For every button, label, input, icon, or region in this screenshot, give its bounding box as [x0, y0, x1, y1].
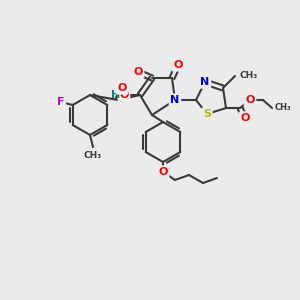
Text: CH₃: CH₃	[84, 151, 102, 160]
Text: O: O	[245, 95, 255, 105]
Bar	[118, 91, 130, 100]
Bar	[173, 61, 183, 70]
Text: N: N	[200, 77, 210, 87]
Text: N: N	[170, 95, 180, 105]
Bar	[240, 113, 250, 122]
Bar	[133, 68, 143, 76]
Bar	[200, 77, 210, 86]
Text: O: O	[240, 113, 250, 123]
Bar	[117, 83, 127, 92]
Text: F: F	[57, 97, 64, 107]
Text: S: S	[203, 109, 211, 119]
Text: H: H	[111, 90, 121, 100]
Bar	[158, 167, 168, 176]
Text: O: O	[173, 60, 183, 70]
Bar	[170, 95, 180, 104]
Text: O: O	[133, 67, 143, 77]
Text: CH₃: CH₃	[275, 103, 292, 112]
Bar	[56, 98, 66, 106]
Bar	[202, 110, 212, 118]
Text: O: O	[117, 83, 127, 93]
Text: CH₃: CH₃	[240, 71, 258, 80]
Text: O: O	[119, 90, 129, 100]
Bar	[245, 95, 255, 104]
Text: O: O	[158, 167, 168, 177]
